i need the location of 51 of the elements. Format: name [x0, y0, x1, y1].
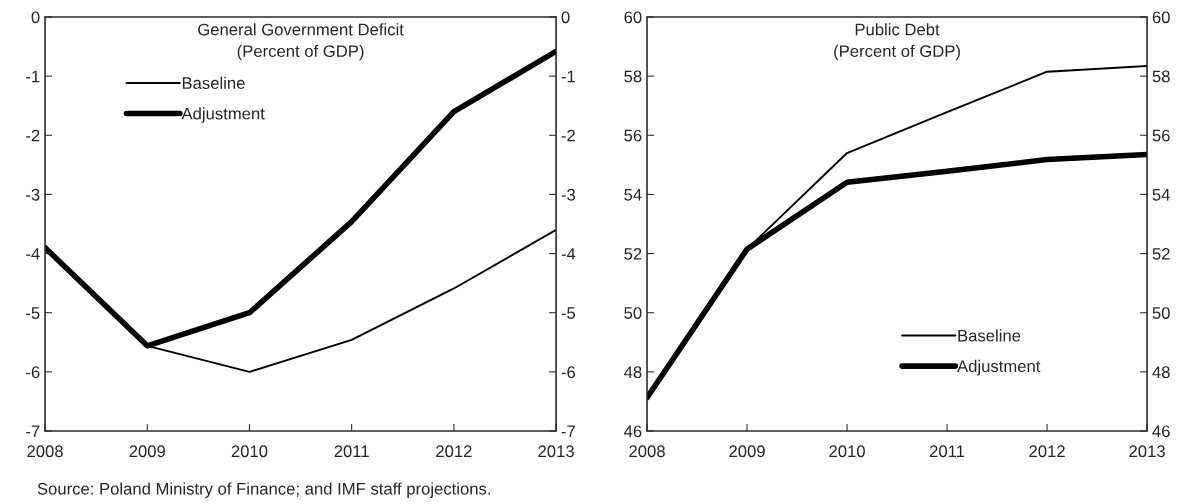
y2-tick-label: 46: [1152, 425, 1170, 438]
y-tick-label: -1: [26, 70, 40, 83]
text: General Government Deficit (Percent of GDP): [198, 23, 404, 61]
y2-tick-label: -3: [561, 188, 576, 201]
y-tick-label: -3: [26, 188, 40, 201]
source-note: Source: Poland Ministry of Finance; and IMF staff projections.: [37, 482, 490, 498]
legend-label: Baseline: [958, 329, 1021, 342]
y-tick-label: 52: [624, 247, 642, 260]
y2-tick-label: 0: [561, 11, 570, 24]
x-tick-label: 2013: [1129, 445, 1165, 458]
legend-label: Adjustment: [181, 107, 265, 123]
y-tick-label: 50: [624, 307, 642, 319]
y-tick-label: 48: [624, 366, 642, 379]
y-tick-label: -7: [26, 425, 40, 438]
x-tick-label: 2009: [129, 445, 166, 458]
y-tick-label: 56: [624, 129, 642, 142]
y2-tick-label: 50: [1152, 307, 1170, 319]
y2-tick-label: -5: [561, 307, 576, 319]
y-tick-label: 46: [624, 425, 642, 438]
y2-tick-label: -2: [561, 129, 575, 142]
legend-label: Adjustment: [957, 359, 1041, 376]
legend-label: Baseline: [182, 76, 245, 89]
y2-tick-label: -7: [561, 425, 575, 438]
x-tick-label: 2011: [929, 445, 965, 458]
y-tick-label: 0: [31, 11, 40, 24]
y2-tick-label: 56: [1152, 129, 1170, 142]
y2-tick-label: 58: [1152, 70, 1170, 83]
x-tick-label: 2012: [1029, 445, 1065, 458]
y2-tick-label: 60: [1152, 11, 1170, 24]
y-tick-label: -2: [26, 129, 40, 142]
y2-tick-label: 48: [1152, 366, 1170, 379]
x-tick-label: 2008: [629, 445, 665, 458]
y-tick-label: -4: [26, 248, 40, 260]
x-tick-label: 2010: [829, 445, 865, 458]
y2-tick-label: -6: [561, 366, 576, 379]
y-tick-label: 58: [624, 70, 642, 83]
x-tick-label: 2013: [538, 445, 574, 458]
y2-tick-label: 54: [1152, 189, 1170, 201]
text: Public Debt (Percent of GDP): [834, 23, 960, 61]
y2-tick-label: -4: [561, 248, 576, 260]
x-tick-label: 2008: [27, 445, 63, 458]
x-tick-label: 2011: [334, 445, 369, 458]
y-tick-label: -5: [26, 307, 40, 319]
y-tick-label: 54: [624, 189, 642, 201]
y2-tick-label: 52: [1152, 247, 1170, 260]
y2-tick-label: -1: [561, 70, 575, 83]
x-tick-label: 2009: [729, 445, 765, 458]
y-tick-label: 60: [624, 11, 642, 24]
y-tick-label: -6: [26, 366, 40, 379]
x-tick-label: 2010: [231, 445, 268, 458]
x-tick-label: 2012: [436, 445, 472, 458]
